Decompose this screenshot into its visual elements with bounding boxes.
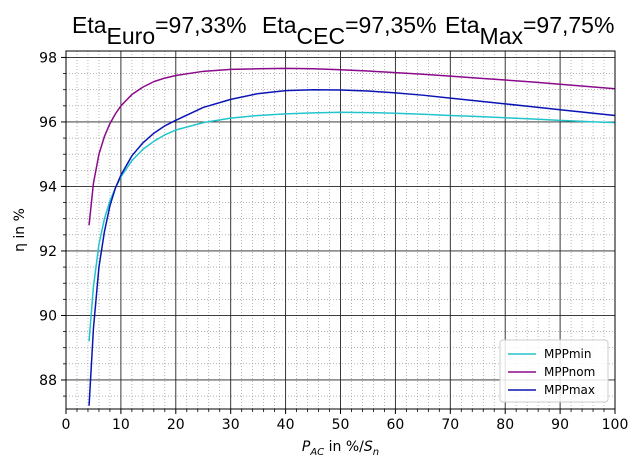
y-tick-label: 88 [39, 373, 57, 389]
y-tick-label: 96 [39, 115, 57, 131]
series-line-mppnom [88, 67, 615, 226]
legend: MPPmin MPPnom MPPmax [499, 339, 609, 403]
x-tick-label: 60 [386, 417, 404, 433]
x-tick-label: 100 [602, 417, 629, 433]
x-tick-label: 40 [277, 417, 295, 433]
x-tick-label: 30 [222, 417, 240, 433]
series-lines [88, 67, 615, 406]
x-tick-label: 90 [551, 417, 569, 433]
x-tick-label: 0 [62, 417, 71, 433]
legend-label: MPPmin [544, 347, 591, 361]
axis-ticks [61, 56, 616, 414]
series-line-mppmax [88, 88, 615, 406]
legend-label: MPPmax [544, 383, 595, 397]
y-tick-label: 92 [39, 244, 57, 260]
y-axis-label: η in % [12, 208, 28, 252]
eta-euro-label: EtaEuro=97,33% [72, 12, 247, 49]
legend-label: MPPnom [544, 365, 595, 379]
x-tick-label: 80 [496, 417, 514, 433]
eta-max-label: EtaMax=97,75% [445, 12, 615, 49]
x-tick-label: 50 [332, 417, 350, 433]
chart-title: EtaEuro=97,33% EtaCEC=97,35% EtaMax=97,7… [0, 6, 632, 49]
x-tick-label: 70 [441, 417, 459, 433]
eta-cec-label: EtaCEC=97,35% [262, 12, 437, 49]
y-tick-label: 90 [39, 308, 57, 324]
legend-box [499, 339, 609, 403]
y-tick-label: 94 [39, 179, 57, 195]
series-line-mppmin [88, 111, 615, 342]
x-axis-label: PAC in %/Sn [302, 439, 379, 458]
y-tick-label: 98 [39, 50, 57, 66]
x-tick-label: 20 [167, 417, 185, 433]
x-tick-label: 10 [112, 417, 130, 433]
tick-labels: 0 10 20 30 40 50 60 70 80 90 100 88 90 92 94 96 98 [39, 50, 628, 433]
